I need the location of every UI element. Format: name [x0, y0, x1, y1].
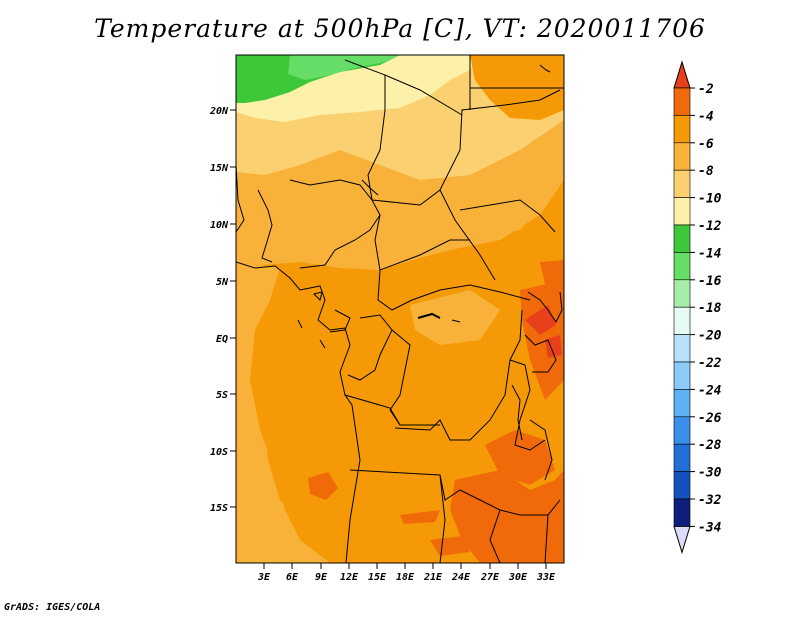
colorbar-label: -18 — [698, 301, 722, 316]
lat-label-20n: 20N — [209, 106, 229, 117]
grads-credit: GrADS: IGES/COLA — [4, 602, 101, 613]
colorbar-label: -34 — [698, 520, 722, 535]
field-minus4-atlantic — [308, 472, 338, 500]
colorbar-label: -12 — [698, 219, 722, 234]
colorbar-swatch — [673, 252, 691, 281]
colorbar-swatch — [673, 197, 691, 226]
colorbar-label: -8 — [698, 164, 714, 179]
lat-label-15n: 15N — [210, 163, 229, 174]
field-minus4-east — [540, 260, 564, 285]
field-minus8-congo — [410, 290, 500, 345]
lon-label-33e: 33E — [536, 572, 556, 583]
colorbar-swatch — [673, 306, 691, 335]
colorbar-label: -10 — [698, 192, 722, 207]
colorbar-label: -20 — [698, 329, 722, 344]
lon-label-6e: 6E — [286, 572, 299, 583]
lon-label-3e: 3E — [257, 572, 271, 583]
colorbar-swatch — [673, 498, 691, 527]
longitude-axis: 3E 6E 9E 12E 15E 18E 21E 24E 27E 30E 33E — [257, 563, 556, 583]
colorbar-swatch — [673, 279, 691, 308]
lat-label-5s: 5S — [216, 390, 228, 401]
colorbar-bottom-arrow — [673, 525, 691, 555]
field-minus4-lakes — [520, 280, 564, 400]
field-minus4-botswana — [430, 536, 470, 556]
colorbar-label: -28 — [698, 438, 722, 453]
map-title: Temperature at 500hPa [C], VT: 202001170… — [94, 14, 706, 43]
field-minus16 — [288, 55, 400, 80]
colorbar-label: -22 — [698, 356, 722, 371]
lon-label-21e: 21E — [423, 572, 443, 583]
colorbar-label: -14 — [698, 246, 722, 261]
colorbar-swatch — [673, 443, 691, 472]
temperature-map — [235, 54, 565, 564]
field-minus6-west-patch — [262, 320, 330, 520]
colorbar-label: -2 — [698, 82, 714, 97]
lon-label-27e: 27E — [480, 572, 500, 583]
colorbar-swatch — [673, 224, 691, 253]
lon-label-24e: 24E — [451, 572, 471, 583]
field-minus8-sudan — [440, 180, 545, 240]
colorbar-label: -26 — [698, 411, 722, 426]
colorbar-label: -30 — [698, 466, 722, 481]
colorbar-swatch — [673, 169, 691, 198]
lon-label-30e: 30E — [508, 572, 528, 583]
field-minus8-west — [236, 262, 330, 563]
map-frame — [235, 54, 565, 564]
lat-label-eq: EQ — [216, 334, 228, 345]
colorbar: -2 -4 -6 -8 -10 -12 -14 -16 -18 -20 -22 -24 -26 -28 -3… — [673, 60, 722, 555]
colorbar-label: -16 — [698, 274, 722, 289]
colorbar-swatch — [673, 115, 691, 144]
lat-label-10s: 10S — [210, 447, 228, 458]
colorbar-label: -32 — [698, 493, 722, 508]
colorbar-swatch — [673, 142, 691, 171]
colorbar-top-arrow — [673, 60, 691, 89]
field-minus2-spot-a — [525, 305, 556, 335]
lon-label-18e: 18E — [396, 572, 415, 583]
lat-label-15s: 15S — [210, 503, 228, 514]
lat-label-5n: 5N — [216, 277, 229, 288]
colorbar-label: -6 — [698, 137, 714, 152]
colorbar-swatch — [673, 361, 691, 390]
colorbar-swatch — [673, 334, 691, 363]
colorbar-swatch — [673, 87, 691, 116]
lon-label-12e: 12E — [340, 572, 359, 583]
field-minus2-spot-b — [545, 335, 562, 358]
field-minus4-south — [450, 470, 564, 563]
colorbar-swatch — [673, 416, 691, 445]
lat-label-10n: 10N — [210, 220, 229, 231]
field-minus4-namibia — [400, 510, 440, 524]
latitude-axis: 20N 15N 10N 5N EQ 5S 10S 15S — [209, 106, 236, 514]
lon-label-15e: 15E — [368, 572, 387, 583]
colorbar-label: -4 — [698, 109, 714, 124]
colorbar-swatch — [673, 389, 691, 418]
colorbar-label: -24 — [698, 383, 722, 398]
coastlines-borders — [236, 55, 564, 563]
lon-label-9e: 9E — [315, 572, 328, 583]
colorbar-swatch — [673, 471, 691, 500]
field-minus4-zambia — [485, 430, 555, 485]
